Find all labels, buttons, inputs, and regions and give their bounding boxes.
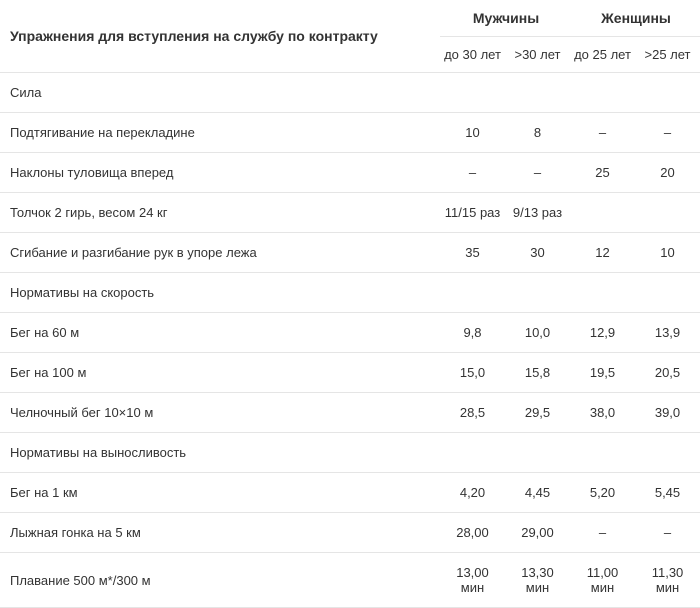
value-cell: – bbox=[570, 113, 635, 153]
exercise-name: Бег на 60 м bbox=[0, 313, 440, 353]
table-row: Лыжная гонка на 5 км 28,00 29,00 – – bbox=[0, 513, 700, 553]
value-cell: 11,00 мин bbox=[570, 553, 635, 608]
exercise-name: Плавание 500 м*/300 м bbox=[0, 553, 440, 608]
standards-table: Упражнения для вступления на службу по к… bbox=[0, 0, 700, 608]
exercise-name: Челночный бег 10×10 м bbox=[0, 393, 440, 433]
value-cell: – bbox=[635, 113, 700, 153]
table-row: Челночный бег 10×10 м 28,5 29,5 38,0 39,… bbox=[0, 393, 700, 433]
value-cell bbox=[570, 193, 635, 233]
section-label: Нормативы на выносливость bbox=[0, 433, 700, 473]
exercise-name: Наклоны туловища вперед bbox=[0, 153, 440, 193]
value-cell: 10,0 bbox=[505, 313, 570, 353]
table-row: Наклоны туловища вперед – – 25 20 bbox=[0, 153, 700, 193]
table-row: Бег на 100 м 15,0 15,8 19,5 20,5 bbox=[0, 353, 700, 393]
value-cell: 28,00 bbox=[440, 513, 505, 553]
value-cell bbox=[635, 193, 700, 233]
section-strength: Сила bbox=[0, 73, 700, 113]
value-cell: 38,0 bbox=[570, 393, 635, 433]
exercise-name: Бег на 1 км bbox=[0, 473, 440, 513]
value-cell: 11/15 раз bbox=[440, 193, 505, 233]
value-cell: – bbox=[570, 513, 635, 553]
value-cell: 9/13 раз bbox=[505, 193, 570, 233]
value-cell: 29,5 bbox=[505, 393, 570, 433]
value-cell: 19,5 bbox=[570, 353, 635, 393]
value-cell: 13,30 мин bbox=[505, 553, 570, 608]
table-row: Толчок 2 гирь, весом 24 кг 11/15 раз 9/1… bbox=[0, 193, 700, 233]
value-cell: – bbox=[440, 153, 505, 193]
table-row: Бег на 1 км 4,20 4,45 5,20 5,45 bbox=[0, 473, 700, 513]
col-header-female-under25: до 25 лет bbox=[570, 37, 635, 73]
value-cell: 20,5 bbox=[635, 353, 700, 393]
value-cell: 35 bbox=[440, 233, 505, 273]
value-cell: 4,20 bbox=[440, 473, 505, 513]
table-row: Подтягивание на перекладине 10 8 – – bbox=[0, 113, 700, 153]
col-header-female-over25: >25 лет bbox=[635, 37, 700, 73]
section-endurance: Нормативы на выносливость bbox=[0, 433, 700, 473]
exercise-name: Толчок 2 гирь, весом 24 кг bbox=[0, 193, 440, 233]
value-cell: 12,9 bbox=[570, 313, 635, 353]
table-row: Бег на 60 м 9,8 10,0 12,9 13,9 bbox=[0, 313, 700, 353]
value-cell: – bbox=[635, 513, 700, 553]
value-cell: 39,0 bbox=[635, 393, 700, 433]
value-cell: 4,45 bbox=[505, 473, 570, 513]
table-row: Сгибание и разгибание рук в упоре лежа 3… bbox=[0, 233, 700, 273]
value-cell: 12 bbox=[570, 233, 635, 273]
value-cell: 15,8 bbox=[505, 353, 570, 393]
value-cell: 28,5 bbox=[440, 393, 505, 433]
section-label: Сила bbox=[0, 73, 700, 113]
col-header-exercise: Упражнения для вступления на службу по к… bbox=[0, 0, 440, 73]
value-cell: 13,00 мин bbox=[440, 553, 505, 608]
col-header-male-over30: >30 лет bbox=[505, 37, 570, 73]
value-cell: 15,0 bbox=[440, 353, 505, 393]
value-cell: 5,45 bbox=[635, 473, 700, 513]
exercise-name: Лыжная гонка на 5 км bbox=[0, 513, 440, 553]
value-cell: 25 bbox=[570, 153, 635, 193]
table-row: Плавание 500 м*/300 м 13,00 мин 13,30 ми… bbox=[0, 553, 700, 608]
value-cell: – bbox=[505, 153, 570, 193]
value-cell: 13,9 bbox=[635, 313, 700, 353]
value-cell: 8 bbox=[505, 113, 570, 153]
value-cell: 10 bbox=[635, 233, 700, 273]
value-cell: 11,30 мин bbox=[635, 553, 700, 608]
col-header-female: Женщины bbox=[570, 0, 700, 37]
exercise-name: Сгибание и разгибание рук в упоре лежа bbox=[0, 233, 440, 273]
value-cell: 9,8 bbox=[440, 313, 505, 353]
value-cell: 10 bbox=[440, 113, 505, 153]
col-header-male: Мужчины bbox=[440, 0, 570, 37]
section-label: Нормативы на скорость bbox=[0, 273, 700, 313]
value-cell: 20 bbox=[635, 153, 700, 193]
col-header-male-under30: до 30 лет bbox=[440, 37, 505, 73]
exercise-name: Бег на 100 м bbox=[0, 353, 440, 393]
value-cell: 5,20 bbox=[570, 473, 635, 513]
exercise-name: Подтягивание на перекладине bbox=[0, 113, 440, 153]
value-cell: 30 bbox=[505, 233, 570, 273]
value-cell: 29,00 bbox=[505, 513, 570, 553]
section-speed: Нормативы на скорость bbox=[0, 273, 700, 313]
